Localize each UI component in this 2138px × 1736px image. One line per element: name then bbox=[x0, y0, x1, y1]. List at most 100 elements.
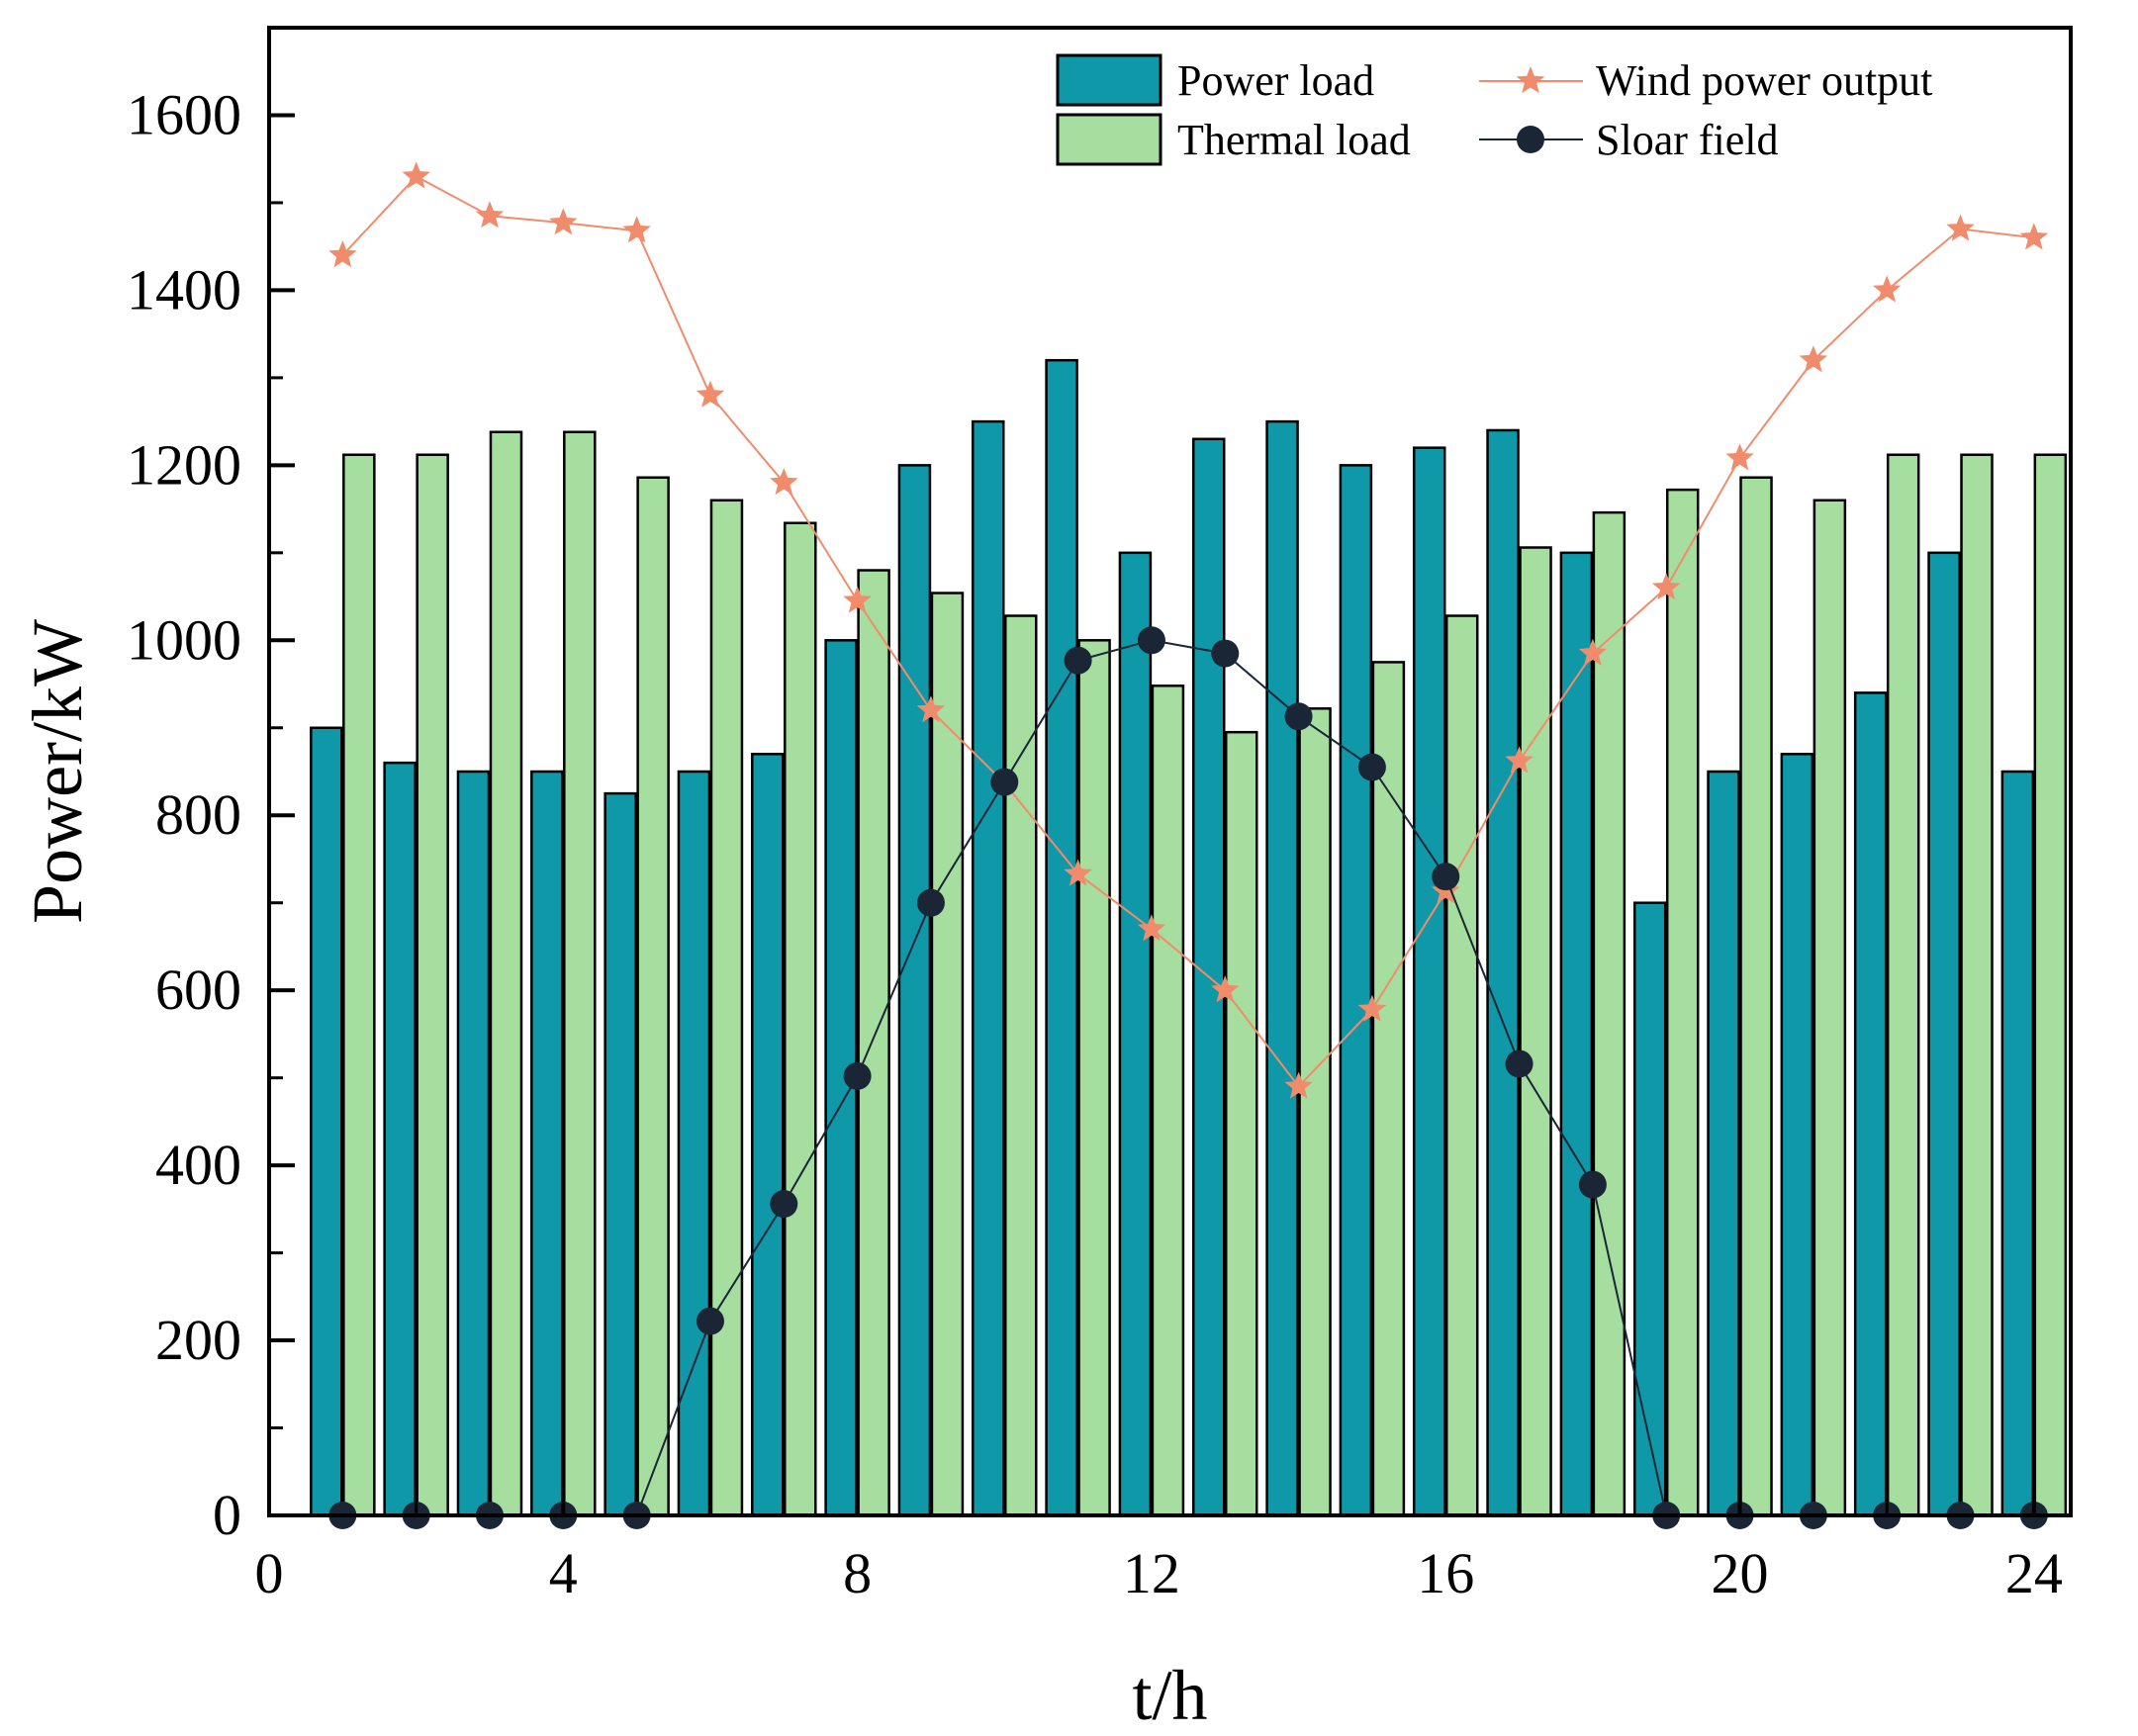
y-tick-label-1000: 1000 bbox=[127, 607, 241, 672]
point-sloar-field-18 bbox=[1578, 1170, 1607, 1199]
bar-power-load-6 bbox=[677, 770, 711, 1517]
bar-power-load-23 bbox=[1927, 551, 1961, 1517]
legend-label-sloar-field: Sloar field bbox=[1596, 116, 1779, 164]
bar-power-load-24 bbox=[2000, 770, 2035, 1517]
point-wind-power-output-23 bbox=[1946, 214, 1975, 241]
y-tick-label-800: 800 bbox=[155, 782, 241, 847]
y-tick-label-600: 600 bbox=[155, 958, 241, 1022]
y-tick-label-0: 0 bbox=[213, 1483, 241, 1547]
bar-power-load-12 bbox=[1118, 551, 1153, 1517]
bar-thermal-load-20 bbox=[1739, 476, 1773, 1517]
line-sloar-field bbox=[342, 639, 2034, 1516]
y-tick-label-400: 400 bbox=[155, 1133, 241, 1197]
bar-thermal-load-23 bbox=[1960, 453, 1994, 1517]
point-wind-power-output-21 bbox=[1799, 345, 1828, 373]
point-sloar-field-6 bbox=[696, 1307, 724, 1335]
point-sloar-field-15 bbox=[1357, 753, 1386, 781]
bar-power-load-3 bbox=[456, 770, 491, 1517]
point-wind-power-output-6 bbox=[696, 380, 725, 408]
point-wind-power-output-15 bbox=[1357, 994, 1387, 1022]
bar-power-load-1 bbox=[310, 726, 343, 1517]
point-wind-power-output-22 bbox=[1872, 275, 1902, 303]
legend-label-power-load: Power load bbox=[1177, 56, 1374, 105]
point-wind-power-output-1 bbox=[328, 240, 357, 268]
bar-thermal-load-1 bbox=[342, 453, 376, 1517]
bar-thermal-load-11 bbox=[1077, 639, 1111, 1517]
bar-power-load-9 bbox=[897, 464, 932, 1517]
x-tick-label-0: 0 bbox=[255, 1541, 284, 1605]
bar-thermal-load-12 bbox=[1151, 685, 1185, 1517]
point-wind-power-output-9 bbox=[916, 695, 946, 723]
point-sloar-field-9 bbox=[916, 888, 945, 917]
point-wind-power-output-19 bbox=[1651, 573, 1681, 600]
point-wind-power-output-11 bbox=[1064, 859, 1092, 886]
point-wind-power-output-13 bbox=[1211, 975, 1240, 1003]
y-tick-label-1600: 1600 bbox=[127, 82, 241, 146]
bar-power-load-15 bbox=[1339, 464, 1373, 1517]
bar-power-load-16 bbox=[1412, 446, 1446, 1517]
y-tick-label-200: 200 bbox=[155, 1308, 241, 1372]
point-sloar-field-8 bbox=[843, 1061, 872, 1090]
bar-thermal-load-5 bbox=[636, 476, 670, 1517]
bar-power-load-10 bbox=[972, 419, 1005, 1517]
point-sloar-field-16 bbox=[1432, 863, 1460, 891]
point-wind-power-output-18 bbox=[1578, 638, 1608, 666]
bar-thermal-load-4 bbox=[563, 430, 597, 1517]
bar-power-load-17 bbox=[1486, 428, 1520, 1517]
bar-thermal-load-21 bbox=[1813, 499, 1847, 1517]
bar-thermal-load-16 bbox=[1444, 614, 1479, 1517]
bar-thermal-load-19 bbox=[1665, 488, 1700, 1517]
bar-power-load-7 bbox=[751, 753, 785, 1517]
bar-power-load-18 bbox=[1559, 551, 1594, 1517]
bar-power-load-19 bbox=[1632, 901, 1667, 1517]
legend-marker-wind bbox=[1516, 66, 1545, 94]
bar-thermal-load-22 bbox=[1886, 453, 1920, 1517]
axis-ticks: 0 4 8 12 16 20 24 0 200 400 600 800 1000 1200 1400 1600 bbox=[127, 82, 2063, 1605]
line-wind-power-output bbox=[341, 175, 2034, 1089]
point-sloar-field-12 bbox=[1137, 626, 1165, 655]
bar-thermal-load-18 bbox=[1592, 510, 1627, 1517]
y-tick-label-1200: 1200 bbox=[127, 432, 241, 497]
legend: Power load Thermal load Wind power outpu… bbox=[1056, 53, 1932, 166]
legend-label-thermal-load: Thermal load bbox=[1177, 116, 1411, 164]
x-tick-label-24: 24 bbox=[2005, 1541, 2063, 1605]
bar-power-load-4 bbox=[530, 770, 564, 1517]
bar-power-load-21 bbox=[1780, 753, 1814, 1517]
x-tick-label-12: 12 bbox=[1123, 1541, 1180, 1605]
point-sloar-field-7 bbox=[770, 1190, 798, 1219]
point-wind-power-output-17 bbox=[1505, 746, 1534, 774]
legend-line-wind-power-output bbox=[1479, 66, 1583, 94]
point-wind-power-output-4 bbox=[549, 208, 578, 235]
x-tick-label-16: 16 bbox=[1417, 1541, 1474, 1605]
bar-thermal-load-14 bbox=[1298, 707, 1332, 1517]
point-wind-power-output-7 bbox=[770, 468, 798, 496]
legend-swatch-thermal-load bbox=[1056, 113, 1162, 166]
bar-thermal-load-7 bbox=[784, 521, 817, 1517]
point-wind-power-output-12 bbox=[1137, 914, 1166, 942]
point-sloar-field-13 bbox=[1211, 639, 1240, 668]
point-wind-power-output-2 bbox=[402, 161, 430, 189]
plot-frame bbox=[267, 26, 2073, 1517]
y-axis-title: Power/kW bbox=[18, 619, 97, 924]
x-tick-label-4: 4 bbox=[549, 1541, 578, 1605]
bar-thermal-load-8 bbox=[857, 569, 890, 1517]
legend-marker-solar bbox=[1517, 126, 1544, 153]
x-tick-label-20: 20 bbox=[1712, 1541, 1769, 1605]
bar-thermal-load-3 bbox=[489, 430, 523, 1517]
legend-line-sloar-field bbox=[1479, 126, 1583, 153]
bar-power-load-2 bbox=[383, 761, 417, 1517]
bar-thermal-load-17 bbox=[1519, 546, 1552, 1517]
bar-power-load-11 bbox=[1045, 358, 1078, 1517]
point-wind-power-output-24 bbox=[2019, 223, 2049, 250]
point-wind-power-output-20 bbox=[1725, 443, 1754, 471]
x-axis-title: t/h bbox=[1132, 1656, 1207, 1735]
x-tick-label-8: 8 bbox=[843, 1541, 872, 1605]
bar-thermal-load-10 bbox=[1004, 614, 1038, 1517]
bar-thermal-load-13 bbox=[1224, 730, 1258, 1517]
point-wind-power-output-3 bbox=[475, 201, 505, 228]
point-sloar-field-11 bbox=[1064, 646, 1092, 675]
point-wind-power-output-14 bbox=[1284, 1071, 1313, 1099]
legend-label-wind-power-output: Wind power output bbox=[1596, 56, 1932, 105]
bar-power-load-5 bbox=[604, 791, 637, 1517]
